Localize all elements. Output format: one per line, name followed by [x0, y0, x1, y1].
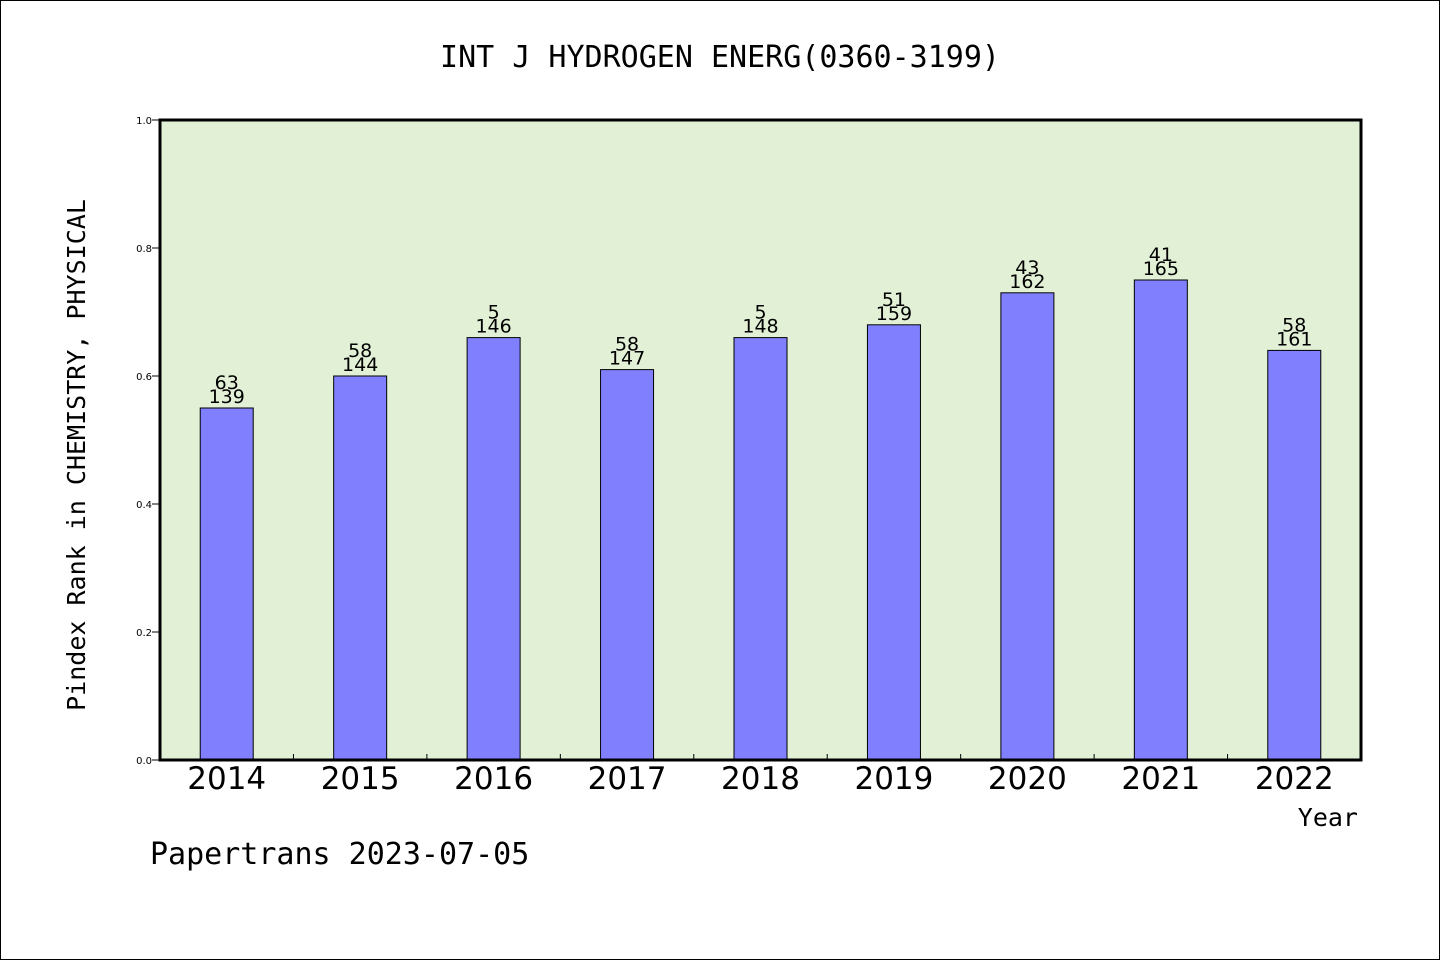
y-tick-label: 0.2	[136, 628, 152, 639]
plot-border	[158, 118, 1363, 762]
bar-total-label: 148	[742, 316, 778, 338]
bar-2016	[466, 337, 521, 761]
footer-credit: Papertrans 2023-07-05	[150, 837, 529, 872]
x-tick-label: 2018	[721, 761, 800, 797]
bar-2017	[600, 369, 655, 761]
bar-2019	[866, 324, 921, 761]
bar-2018	[733, 337, 788, 761]
bar-rank-label: 58	[615, 334, 639, 356]
bar-rank-label: 5	[754, 302, 766, 324]
bar-total-label: 159	[876, 303, 912, 325]
y-tick-label: 0.0	[136, 756, 152, 767]
bar-2015	[333, 375, 388, 761]
x-tick-label: 2017	[588, 761, 667, 797]
bar-rank-label: 58	[1282, 314, 1306, 336]
bar-total-label: 139	[209, 386, 245, 408]
bar-total-label: 144	[342, 354, 378, 376]
bar-total-label: 147	[609, 348, 645, 370]
bar-2014	[199, 407, 254, 761]
x-tick-label: 2016	[454, 761, 533, 797]
x-tick-label: 2022	[1255, 761, 1334, 797]
chart-title: INT J HYDROGEN ENERG(0360-3199)	[440, 40, 1000, 75]
bar-rank-label: 63	[215, 372, 239, 394]
x-tick-label: 2014	[187, 761, 266, 797]
bar-rank-label: 43	[1015, 257, 1039, 279]
x-axis-label: Year	[1298, 803, 1358, 832]
bar-labels: 6313958144514658147514851159431624116558…	[209, 244, 1313, 408]
y-tick-label: 1.0	[136, 116, 152, 127]
y-tick-label: 0.4	[136, 500, 152, 511]
x-tick-label: 2021	[1121, 761, 1200, 797]
bar-rank-label: 58	[348, 340, 372, 362]
x-tick-label: 2019	[854, 761, 933, 797]
x-tick-label: 2020	[988, 761, 1067, 797]
y-axis-label: Pindex Rank in CHEMISTRY, PHYSICAL	[62, 199, 91, 711]
bars	[199, 279, 1322, 761]
y-tick-label: 0.6	[136, 372, 152, 383]
bar-total-label: 161	[1276, 328, 1312, 350]
bar-2022	[1267, 349, 1322, 761]
y-tick-label: 0.8	[136, 244, 152, 255]
x-axis-tick-labels: 2014 2015 2016 2017 2018 2019 2020 2021 2022	[187, 761, 1333, 797]
bar-rank-label: 5	[488, 302, 500, 324]
bar-rank-label: 41	[1149, 244, 1173, 266]
bar-rank-label: 51	[882, 289, 906, 311]
bar-total-label: 146	[475, 316, 511, 338]
x-tick-label: 2015	[321, 761, 400, 797]
bar-2020	[1000, 292, 1055, 761]
bar-2021	[1133, 279, 1188, 761]
bar-total-label: 162	[1009, 271, 1045, 293]
bar-total-label: 165	[1143, 258, 1179, 280]
